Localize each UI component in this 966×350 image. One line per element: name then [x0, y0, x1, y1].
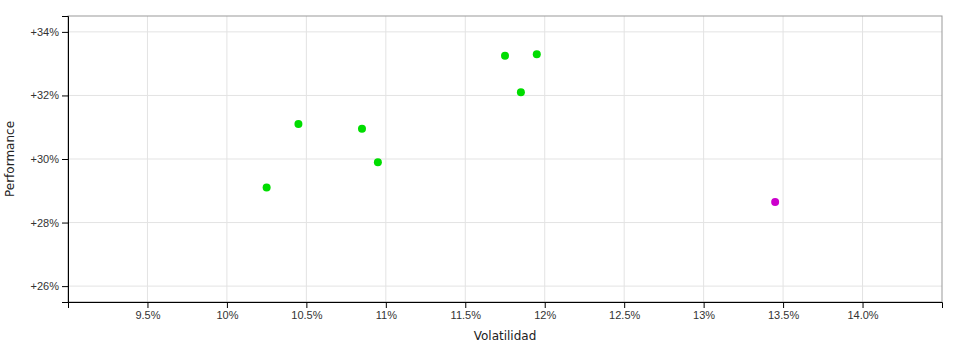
- x-axis-tick-mark: [704, 302, 705, 308]
- y-axis-tick-mark: [62, 32, 68, 33]
- x-axis-tick-label: 10%: [216, 309, 238, 321]
- x-axis-tick: 10%: [216, 302, 238, 321]
- x-axis-tick-mark: [147, 302, 148, 308]
- x-axis-tick-mark: [386, 302, 387, 308]
- grid: [68, 16, 942, 302]
- y-axis-tick: +30%: [31, 153, 68, 165]
- y-axis-tick: +26%: [31, 280, 68, 292]
- y-axis-tick: +34%: [31, 26, 68, 38]
- x-axis-tick-mark: [306, 302, 307, 308]
- series: [771, 198, 779, 206]
- x-axis-tick: 9.5%: [135, 302, 160, 321]
- point: [501, 52, 509, 60]
- x-axis-title: Volatilidad: [474, 329, 537, 343]
- y-grid-line: [68, 31, 942, 32]
- point: [294, 120, 302, 128]
- y-axis-tick-label: +28%: [31, 217, 60, 229]
- y-axis-tick-mark: [62, 286, 68, 287]
- point: [263, 184, 271, 192]
- y-axis: +26% +28% +30% +32% +34%: [31, 17, 69, 303]
- x-axis-tick-mark: [783, 302, 784, 308]
- x-axis: 9.5% 10% 10.5% 11% 11.5% 12% 12.5% 13% 13.5% 14.0…: [69, 302, 943, 321]
- x-axis-tick: 11.5%: [451, 302, 482, 321]
- x-axis-tick-mark: [227, 302, 228, 308]
- y-grid-line: [68, 222, 942, 223]
- y-axis-tick-label: +34%: [31, 26, 60, 38]
- x-axis-tick-label: 9.5%: [135, 309, 160, 321]
- y-grid-line: [68, 95, 942, 96]
- x-axis-tick-mark: [624, 302, 625, 308]
- y-axis-tick-label: +30%: [31, 153, 60, 165]
- y-axis-line: [62, 17, 69, 303]
- point: [533, 50, 541, 58]
- x-axis-tick: 12%: [534, 302, 556, 321]
- x-axis-tick-label: 14.0%: [847, 309, 878, 321]
- point: [374, 158, 382, 166]
- point: [358, 125, 366, 133]
- plot-frame: [68, 16, 942, 302]
- y-grid-line: [68, 286, 942, 287]
- y-axis-title: Performance: [3, 121, 17, 197]
- x-axis-tick: 14.0%: [847, 302, 878, 321]
- y-axis-tick-mark: [62, 159, 68, 160]
- point: [517, 88, 525, 96]
- y-axis-tick: +32%: [31, 89, 68, 101]
- x-axis-tick-label: 12%: [534, 309, 556, 321]
- x-axis-tick: 13.5%: [768, 302, 799, 321]
- chart: 9.5% 10% 10.5% 11% 11.5% 12% 12.5% 13% 13.5% 14.0…: [0, 0, 966, 350]
- y-axis-tick-label: +26%: [31, 280, 60, 292]
- x-axis-tick-label: 13.5%: [768, 309, 799, 321]
- y-axis-tick-label: +32%: [31, 89, 60, 101]
- y-grid-line: [68, 159, 942, 160]
- points: [263, 50, 780, 206]
- x-axis-line: [69, 303, 943, 309]
- y-axis-tick-mark: [62, 95, 68, 96]
- x-axis-tick: 11%: [376, 302, 397, 321]
- x-axis-tick: 10.5%: [291, 302, 322, 321]
- x-axis-tick-mark: [863, 302, 864, 308]
- x-axis-tick-label: 13%: [693, 309, 715, 321]
- y-axis-tick-mark: [62, 223, 68, 224]
- x-axis-tick: 12.5%: [609, 302, 640, 321]
- x-axis-tick-label: 12.5%: [609, 309, 640, 321]
- x-axis-tick-label: 10.5%: [291, 309, 322, 321]
- series: [263, 50, 541, 191]
- x-axis-tick: 13%: [693, 302, 715, 321]
- point: [771, 198, 779, 206]
- x-axis-tick-label: 11.5%: [451, 309, 482, 321]
- plot-area: 9.5% 10% 10.5% 11% 11.5% 12% 12.5% 13% 13.5% 14.0…: [3, 16, 943, 343]
- x-axis-tick-mark: [465, 302, 466, 308]
- x-axis-tick-mark: [545, 302, 546, 308]
- x-axis-tick-label: 11%: [376, 309, 397, 321]
- y-axis-tick: +28%: [31, 217, 68, 229]
